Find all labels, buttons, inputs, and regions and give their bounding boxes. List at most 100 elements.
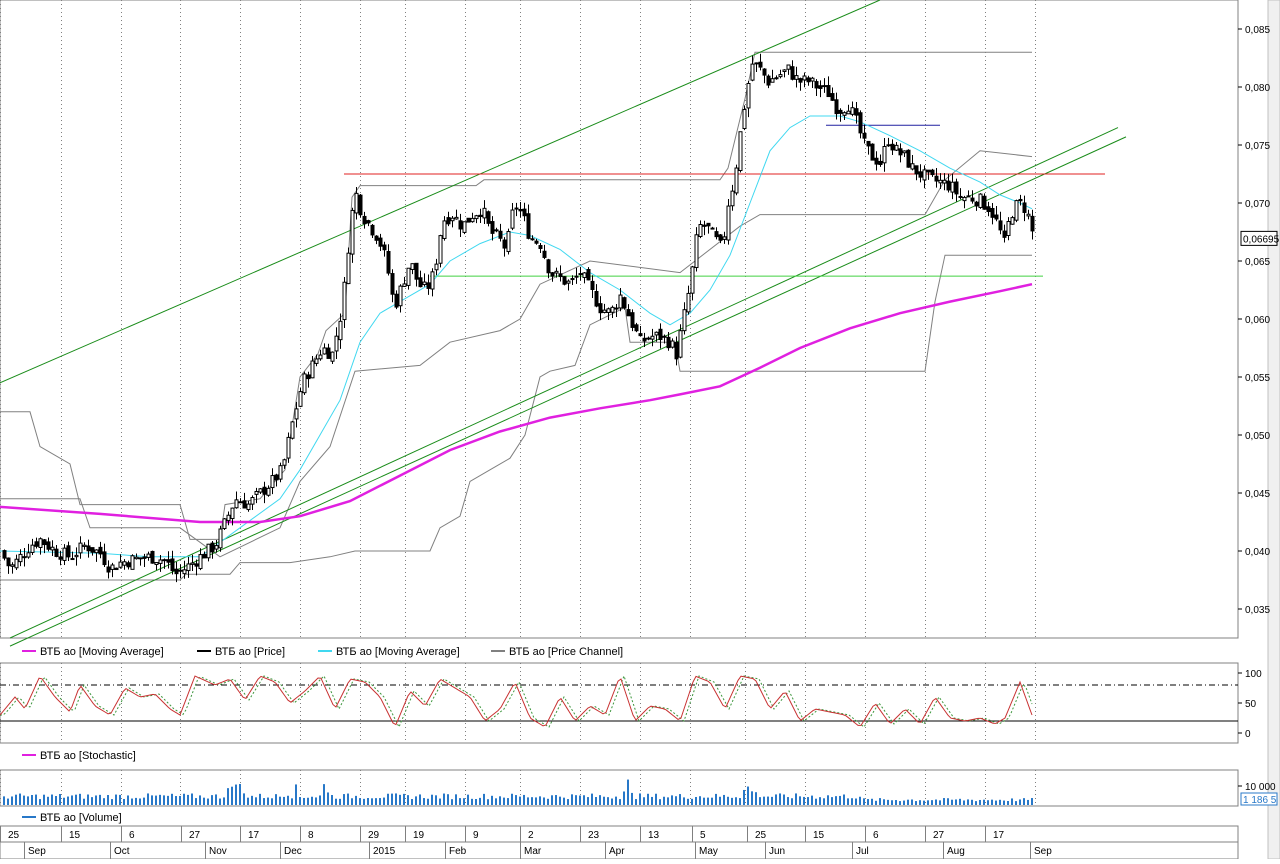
volume-bar bbox=[667, 797, 669, 805]
candle-body bbox=[818, 85, 823, 89]
candle-body bbox=[906, 149, 911, 168]
price-candle bbox=[558, 265, 563, 282]
price-candle bbox=[858, 110, 863, 139]
volume-bar bbox=[191, 793, 193, 805]
volume-bar bbox=[435, 795, 437, 805]
price-candle bbox=[1018, 194, 1023, 206]
time-day-label: 15 bbox=[69, 830, 81, 841]
volume-bar bbox=[463, 798, 465, 805]
candle-body bbox=[242, 500, 247, 509]
volume-bar bbox=[83, 798, 85, 805]
volume-bar bbox=[615, 796, 617, 805]
moving-average-short-line bbox=[0, 115, 1033, 558]
volume-bar bbox=[291, 798, 293, 805]
candle-body bbox=[542, 250, 547, 258]
vertical-scrollbar[interactable] bbox=[1267, 0, 1280, 860]
volume-bar bbox=[963, 800, 965, 805]
candle-body bbox=[630, 312, 635, 328]
stochastic-lines bbox=[0, 674, 1238, 729]
candle-body bbox=[406, 267, 411, 286]
price-candle bbox=[538, 242, 543, 254]
volume-bar bbox=[71, 795, 73, 805]
candle-body bbox=[702, 224, 707, 227]
price-candle bbox=[850, 101, 855, 117]
volume-bar bbox=[799, 796, 801, 805]
price-candle bbox=[898, 143, 903, 163]
volume-bar bbox=[771, 796, 773, 805]
volume-bar bbox=[567, 799, 569, 805]
candle-body bbox=[710, 227, 715, 230]
candle-body bbox=[982, 195, 987, 210]
volume-bar bbox=[539, 796, 541, 805]
volume-bar bbox=[831, 797, 833, 805]
volume-bar bbox=[499, 796, 501, 805]
price-candle bbox=[194, 559, 199, 576]
price-candle bbox=[734, 164, 739, 196]
volume-bar bbox=[31, 795, 33, 805]
candle-body bbox=[862, 132, 867, 139]
legend-label: ВТБ ао [Stochastic] bbox=[40, 750, 136, 762]
candle-body bbox=[706, 222, 711, 227]
volume-bar bbox=[483, 793, 485, 805]
price-candle bbox=[358, 194, 363, 218]
time-month-label: Sep bbox=[28, 846, 46, 857]
candle-body bbox=[214, 545, 219, 550]
candle-body bbox=[590, 280, 595, 291]
volume-bar bbox=[15, 794, 17, 805]
stochastic-panel-frame bbox=[0, 662, 1239, 744]
volume-bar bbox=[239, 783, 241, 805]
volume-y-tick-label: 10 000 bbox=[1245, 782, 1276, 793]
price-y-tick-label: 0,055 bbox=[1245, 373, 1270, 384]
candle-body bbox=[718, 234, 723, 241]
price-candle bbox=[978, 193, 983, 209]
time-day-label: 9 bbox=[473, 830, 479, 841]
volume-bar bbox=[59, 794, 61, 805]
price-candle bbox=[222, 518, 227, 531]
price-candle bbox=[770, 69, 775, 83]
volume-bar bbox=[919, 800, 921, 805]
volume-bar bbox=[947, 798, 949, 805]
candle-body bbox=[854, 108, 859, 116]
price-candle bbox=[478, 208, 483, 223]
price-candle bbox=[774, 75, 779, 80]
volume-bar bbox=[451, 799, 453, 805]
volume-bar bbox=[211, 795, 213, 805]
volume-bar bbox=[527, 797, 529, 805]
price-candle bbox=[918, 164, 923, 183]
price-candle bbox=[582, 272, 587, 284]
price-candle bbox=[586, 267, 591, 281]
candle-body bbox=[874, 157, 879, 165]
price-candle bbox=[394, 290, 399, 310]
volume-bar bbox=[491, 795, 493, 805]
price-candle bbox=[650, 328, 655, 347]
candle-body bbox=[466, 217, 471, 223]
price-candle bbox=[814, 79, 819, 96]
volume-bar bbox=[975, 801, 977, 805]
candle-body bbox=[130, 555, 135, 570]
candle-body bbox=[726, 205, 731, 241]
legend-label: ВТБ ао [Moving Average] bbox=[336, 646, 460, 658]
candle-body bbox=[182, 569, 187, 575]
candle-body bbox=[478, 214, 483, 218]
time-day-label: 8 bbox=[308, 830, 314, 841]
price-candle bbox=[334, 327, 339, 360]
volume-bar bbox=[103, 798, 105, 805]
candle-body bbox=[458, 220, 463, 230]
volume-bar bbox=[1011, 798, 1013, 805]
volume-bar bbox=[879, 798, 881, 805]
candle-body bbox=[802, 75, 807, 81]
volume-bar bbox=[819, 797, 821, 805]
volume-bar bbox=[95, 795, 97, 805]
candle-body bbox=[550, 272, 555, 277]
volume-bar bbox=[647, 793, 649, 805]
candle-body bbox=[1030, 215, 1035, 232]
candle-body bbox=[166, 559, 171, 563]
candle-body bbox=[1026, 213, 1031, 217]
price-candle bbox=[242, 492, 247, 509]
stochastic-k-line bbox=[0, 675, 1033, 727]
candle-body bbox=[594, 291, 599, 307]
volume-bar bbox=[943, 798, 945, 805]
stochastic-y-tick-label: 0 bbox=[1245, 729, 1251, 740]
volume-bar bbox=[275, 794, 277, 805]
price-candle bbox=[90, 547, 95, 556]
